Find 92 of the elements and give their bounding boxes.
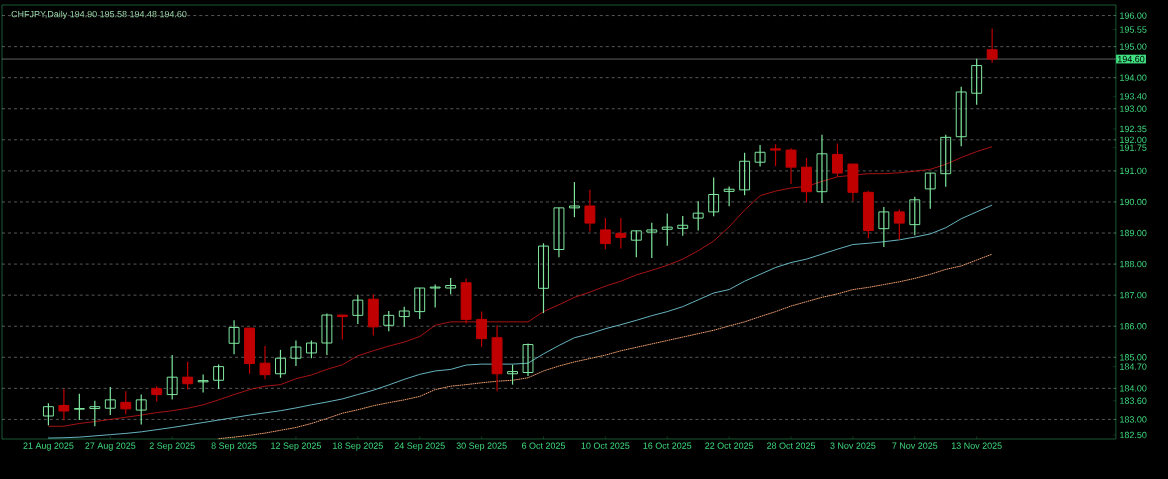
candlestick: [723, 185, 735, 207]
candlestick: [429, 284, 441, 309]
candlestick: [677, 215, 689, 237]
candlestick: [182, 361, 194, 391]
candlestick: [940, 134, 952, 188]
candlestick: [661, 212, 673, 247]
candlestick: [476, 311, 488, 348]
candlestick: [336, 314, 348, 341]
line-series: [218, 253, 993, 440]
candlestick: [522, 343, 534, 377]
candlestick: [197, 373, 209, 393]
candlestick: [971, 58, 983, 106]
candlestick: [228, 319, 240, 355]
candlestick: [692, 200, 704, 232]
x-tick-label: 3 Nov 2025: [830, 442, 876, 449]
candlestick: [290, 339, 302, 367]
candlestick: [599, 217, 611, 250]
y-tick-label: 185.00: [1120, 354, 1147, 361]
candlestick: [816, 134, 828, 204]
candlestick: [507, 364, 518, 386]
candlestick: [104, 386, 116, 416]
candlestick: [120, 390, 132, 415]
x-tick-label: 27 Aug 2025: [85, 442, 136, 451]
candlestick: [785, 147, 797, 185]
x-tick-label: 10 Oct 2025: [581, 442, 630, 449]
x-tick-label: 7 Nov 2025: [892, 442, 938, 449]
x-tick-label: 6 Oct 2025: [522, 442, 566, 449]
candlestick: [986, 28, 998, 64]
candlestick: [924, 172, 936, 210]
x-tick-label: 22 Oct 2025: [705, 442, 754, 449]
y-tick-label: 194.00: [1120, 74, 1147, 81]
candlestick: [213, 363, 225, 390]
y-tick-label: 192.35: [1120, 125, 1147, 133]
candlestick: [352, 294, 364, 325]
x-tick-label: 18 Sep 2025: [333, 442, 383, 451]
candlestick: [275, 349, 286, 379]
candlestick: [739, 152, 751, 196]
candlestick: [414, 287, 426, 320]
candlestick: [135, 393, 147, 425]
y-tick-label: 184.70: [1120, 363, 1147, 370]
y-tick-label: 188.00: [1120, 260, 1147, 268]
candlestick: [383, 310, 395, 332]
y-tick-label: 193.40: [1120, 93, 1147, 100]
candlestick: [321, 312, 333, 356]
candlestick: [909, 196, 921, 236]
candlestick: [878, 206, 890, 248]
x-tick-label: 28 Oct 2025: [767, 442, 816, 449]
candlestick: [893, 208, 905, 241]
y-tick-label: 183.00: [1120, 416, 1147, 423]
y-tick-label: 187.00: [1120, 291, 1147, 299]
y-tick-label: 189.00: [1120, 229, 1147, 237]
candlestick: [770, 143, 781, 167]
candlestick: [259, 345, 271, 380]
candlestick: [754, 144, 766, 168]
candlestick: [553, 207, 565, 258]
candlestick: [166, 354, 178, 401]
x-tick-label: 12 Sep 2025: [271, 442, 321, 451]
text: CHFJPY,Daily 194.90 195.58 194.48 194.60: [11, 10, 187, 20]
y-tick-label: 191.75: [1120, 144, 1147, 151]
x-tick-label: 24 Sep 2025: [394, 442, 445, 451]
y-tick-label: 182.50: [1120, 431, 1147, 439]
candlestick: [955, 86, 967, 147]
y-tick-label: 190.00: [1120, 198, 1147, 206]
candlestick: [584, 189, 596, 233]
candlestick: [398, 306, 410, 328]
y-tick-label: 193.00: [1120, 105, 1147, 112]
candlestick: [73, 393, 85, 421]
candlestick: [646, 222, 658, 259]
y-tick-label: 195.55: [1120, 26, 1147, 33]
y-tick-label: 192.00: [1120, 136, 1147, 143]
candlestick: [708, 176, 720, 217]
x-tick-label: 21 Aug 2025: [23, 442, 74, 451]
y-tick-label: 196.00: [1120, 12, 1147, 19]
y-tick-label: 195.00: [1120, 43, 1147, 50]
x-tick-label: 13 Nov 2025: [951, 442, 1002, 449]
candlestick: [615, 217, 627, 250]
x-tick-label: 30 Sep 2025: [456, 442, 507, 451]
y-tick-label: 191.00: [1120, 167, 1147, 175]
candlestick: [538, 242, 549, 314]
candlestick: [89, 400, 101, 427]
y-tick-label: 184.00: [1120, 385, 1147, 392]
candlestick: [630, 230, 642, 258]
x-tick-label: 8 Sep 2025: [211, 442, 257, 451]
candlestick: [58, 388, 70, 421]
candlestick: [831, 142, 843, 178]
y-tick-label: 183.60: [1120, 397, 1147, 404]
x-tick-label: 2 Sep 2025: [149, 442, 195, 451]
candlestick: [568, 181, 580, 218]
candlestick: [42, 402, 54, 426]
y-tick-label: 186.00: [1120, 323, 1147, 330]
x-tick-label: 16 Oct 2025: [643, 442, 692, 449]
ref-line-label: 194.60: [1118, 55, 1145, 63]
